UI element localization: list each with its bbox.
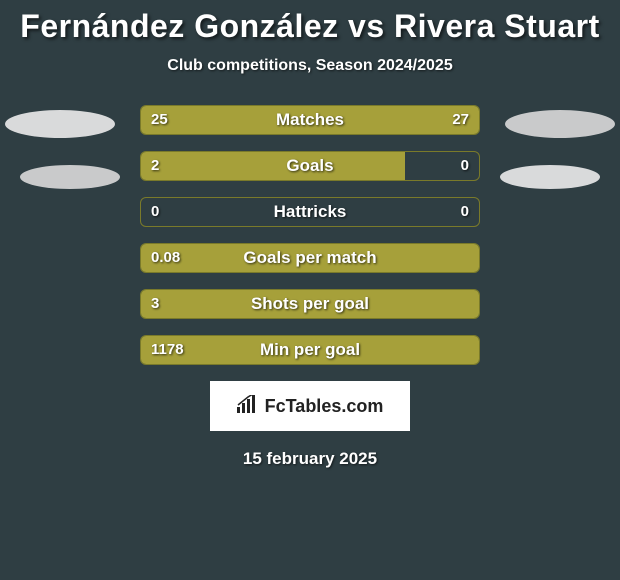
page-title: Fernández González vs Rivera Stuart (0, 8, 620, 45)
stat-value-right: 0 (461, 152, 469, 180)
stat-row-min-per-goal: 1178 Min per goal (140, 335, 480, 365)
infographic-container: Fernández González vs Rivera Stuart Club… (0, 0, 620, 469)
player-left-ellipse-2 (20, 165, 120, 189)
player-right-ellipse-1 (505, 110, 615, 138)
chart-icon (237, 395, 259, 418)
stat-label: Min per goal (141, 336, 479, 364)
stat-row-matches: 25 Matches 27 (140, 105, 480, 135)
stat-label: Shots per goal (141, 290, 479, 318)
page-subtitle: Club competitions, Season 2024/2025 (0, 57, 620, 75)
stat-label: Hattricks (141, 198, 479, 226)
stat-label: Goals per match (141, 244, 479, 272)
stat-value-right: 0 (461, 198, 469, 226)
player-right-ellipse-2 (500, 165, 600, 189)
player-left-ellipse-1 (5, 110, 115, 138)
stat-row-goals-per-match: 0.08 Goals per match (140, 243, 480, 273)
stat-row-shots-per-goal: 3 Shots per goal (140, 289, 480, 319)
stat-row-hattricks: 0 Hattricks 0 (140, 197, 480, 227)
stat-value-right: 27 (452, 106, 469, 134)
stat-row-goals: 2 Goals 0 (140, 151, 480, 181)
bars-wrap: 25 Matches 27 2 Goals 0 0 Hattricks 0 (140, 105, 480, 365)
date-text: 15 february 2025 (0, 449, 620, 469)
brand-name: FcTables.com (265, 396, 384, 417)
stat-label: Matches (141, 106, 479, 134)
stats-area: 25 Matches 27 2 Goals 0 0 Hattricks 0 (0, 105, 620, 469)
brand-logo: FcTables.com (210, 381, 410, 431)
stat-label: Goals (141, 152, 479, 180)
